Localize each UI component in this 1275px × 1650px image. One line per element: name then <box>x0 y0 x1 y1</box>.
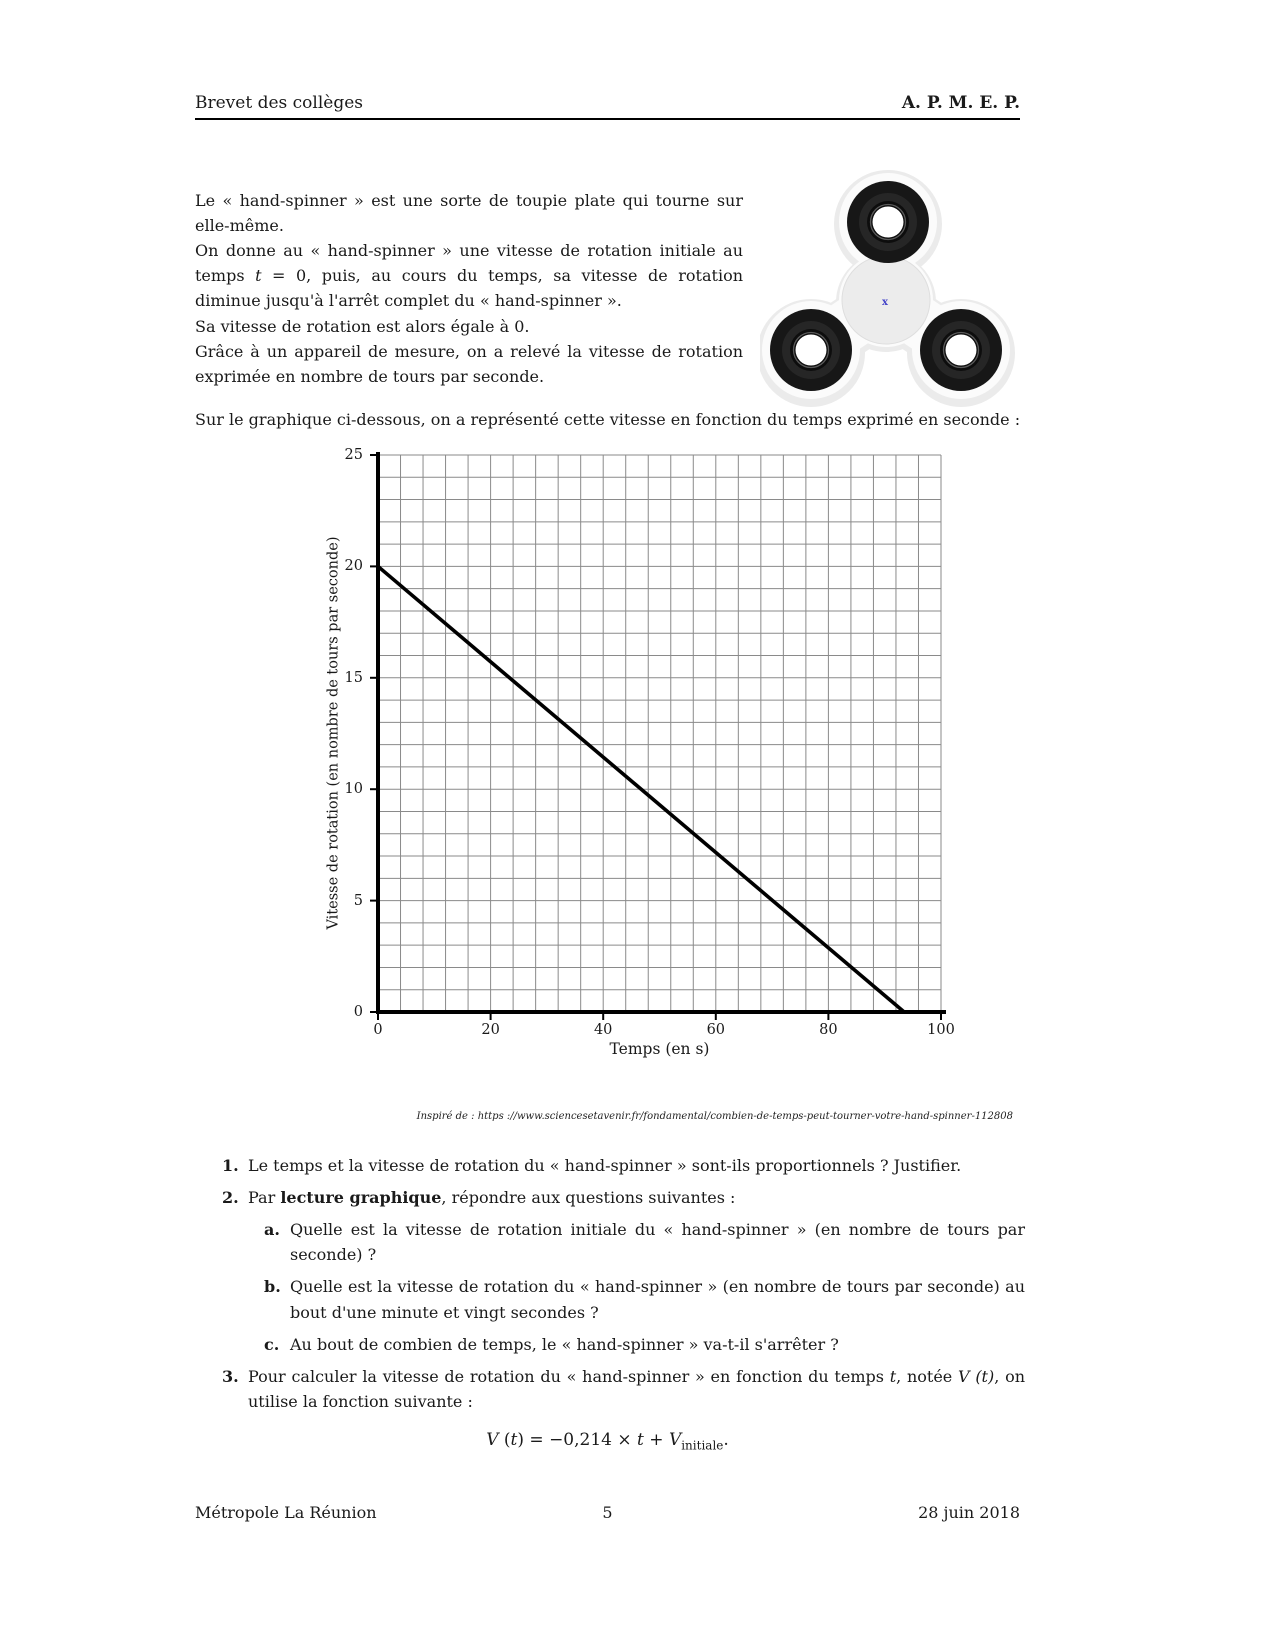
intro-paragraph-4: Grâce à un appareil de mesure, on a rele… <box>195 341 743 386</box>
question-2c: c. Au bout de combien de temps, le « han… <box>195 1332 1025 1357</box>
spinner-center-mark: x <box>882 297 889 308</box>
page-number: 5 <box>602 1503 613 1522</box>
intro-text: Le « hand-spinner » est une sorte de tou… <box>195 188 743 389</box>
hand-spinner-image: x <box>757 164 1020 408</box>
question-1-number: 1. <box>222 1156 239 1175</box>
x-tick-label: 100 <box>927 1022 955 1038</box>
graph-intro-sentence: Sur le graphique ci-dessous, on a représ… <box>195 410 1021 429</box>
question-3-text: Pour calculer la vitesse de rotation du … <box>248 1366 1026 1411</box>
y-tick-label: 20 <box>344 558 363 575</box>
header-org: A. P. M. E. P. <box>901 93 1020 113</box>
chart-plot-area <box>370 452 946 1020</box>
source-note: Inspiré de : https ://www.sciencesetaven… <box>416 1111 1013 1122</box>
intro-paragraph-2: On donne au « hand-spinner » une vitesse… <box>195 241 744 311</box>
question-2b: b. Quelle est la vitesse de rotation du … <box>195 1274 1025 1324</box>
page-header: Brevet des collèges A. P. M. E. P. <box>195 93 1020 120</box>
question-1-text: Le temps et la vitesse de rotation du « … <box>248 1156 962 1175</box>
question-2a: a. Quelle est la vitesse de rotation ini… <box>195 1217 1025 1267</box>
x-tick-label: 40 <box>593 1022 613 1038</box>
question-3: 3. Pour calculer la vitesse de rotation … <box>195 1364 1025 1414</box>
page-footer: Métropole La Réunion 5 28 juin 2018 <box>195 1503 1020 1522</box>
x-tick-label: 0 <box>373 1022 383 1038</box>
speed-time-chart: 0 5 10 15 20 25 0 20 40 60 80 100 Vitesse de rotat… <box>195 443 1023 1138</box>
intro-section: Le « hand-spinner » est une sorte de tou… <box>195 170 1020 407</box>
y-tick-label: 10 <box>344 781 363 798</box>
x-tick-label: 60 <box>706 1022 726 1038</box>
question-2a-text: Quelle est la vitesse de rotation initia… <box>290 1220 1025 1265</box>
intro-paragraph-1: Le « hand-spinner » est une sorte de tou… <box>195 191 743 236</box>
header-title: Brevet des collèges <box>195 93 364 113</box>
data-line <box>376 565 906 1014</box>
y-tick-label: 25 <box>344 447 363 463</box>
hand-spinner-icon: x <box>757 170 1015 407</box>
question-2-text: Par lecture graphique, répondre aux ques… <box>248 1188 736 1208</box>
y-axis-title: Vitesse de rotation (en nombre de tours … <box>325 536 342 930</box>
y-tick-label: 0 <box>353 1004 363 1020</box>
question-2c-text: Au bout de combien de temps, le « hand-s… <box>290 1334 839 1354</box>
question-2b-text: Quelle est la vitesse de rotation du « h… <box>290 1277 1025 1322</box>
y-tick-label: 15 <box>344 669 363 686</box>
question-2c-letter: c. <box>264 1334 280 1354</box>
speed-formula: V (t) = −0,214 × t + Vinitiale. <box>486 1430 729 1453</box>
question-2: 2. Par lecture graphique, répondre aux q… <box>195 1185 1025 1210</box>
question-2-number: 2. <box>222 1188 239 1208</box>
question-1: 1. Le temps et la vitesse de rotation du… <box>195 1153 1025 1178</box>
footer-location: Métropole La Réunion <box>195 1503 377 1522</box>
footer-date: 28 juin 2018 <box>918 1503 1020 1522</box>
x-tick-label: 80 <box>819 1022 838 1038</box>
intro-paragraph-3: Sa vitesse de rotation est alors égale à… <box>195 316 530 336</box>
questions-list: 1. Le temps et la vitesse de rotation du… <box>195 1153 1025 1421</box>
y-tick-label: 5 <box>353 892 363 909</box>
question-3-number: 3. <box>222 1366 239 1386</box>
question-2a-letter: a. <box>264 1220 280 1240</box>
x-axis-title: Temps (en s) <box>609 1040 710 1058</box>
question-2b-letter: b. <box>264 1277 281 1297</box>
x-tick-label: 20 <box>481 1022 500 1038</box>
